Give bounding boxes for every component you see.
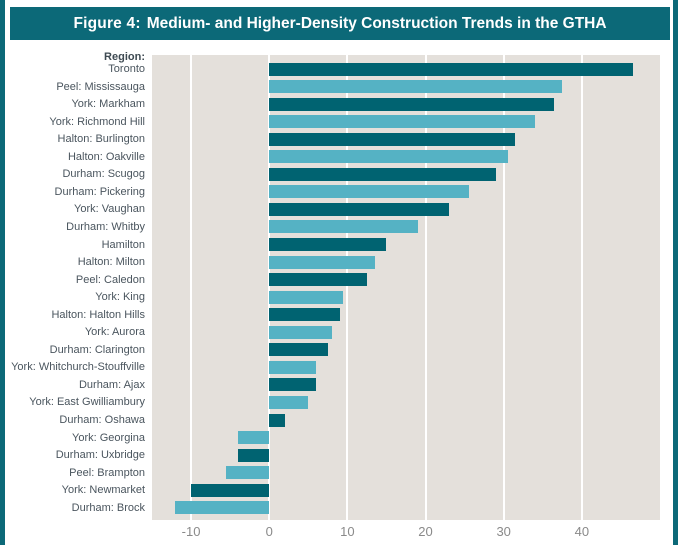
category-label: Halton: Halton Hills bbox=[51, 308, 145, 321]
category-label: Durham: Brock bbox=[71, 501, 145, 514]
category-label: Peel: Caledon bbox=[75, 273, 145, 286]
bar-york-whitchurch-stouffville bbox=[269, 360, 317, 374]
category-label: Durham: Scugog bbox=[62, 168, 145, 181]
category-label: Durham: Whitby bbox=[66, 220, 145, 233]
category-label: Halton: Milton bbox=[77, 256, 145, 269]
bar-halton-burlington bbox=[269, 132, 516, 146]
gridline-10 bbox=[346, 55, 349, 520]
figure-right-border bbox=[673, 0, 678, 545]
bar-durham-clarington bbox=[269, 343, 328, 357]
category-label: Durham: Pickering bbox=[54, 185, 145, 198]
bar-york-vaughan bbox=[269, 202, 449, 216]
bar-york-aurora bbox=[269, 325, 332, 339]
x-tick-label: 20 bbox=[418, 524, 433, 539]
bar-york-newmarket bbox=[191, 483, 270, 497]
category-label: York: Whitchurch-Stouffville bbox=[11, 361, 145, 374]
bar-york-georgina bbox=[237, 431, 270, 445]
x-tick-label: -10 bbox=[181, 524, 201, 539]
category-label: Durham: Clarington bbox=[49, 343, 145, 356]
gridline-40 bbox=[580, 55, 583, 520]
bar-halton-milton bbox=[269, 255, 375, 269]
category-label: Halton: Oakville bbox=[67, 150, 145, 163]
region-axis-header: Region: bbox=[104, 51, 145, 63]
gridline-0 bbox=[268, 55, 271, 520]
category-label: York: Markham bbox=[71, 98, 145, 111]
bar-peel-mississauga bbox=[269, 80, 563, 94]
figure-header: Figure 4: Medium- and Higher-Density Con… bbox=[10, 7, 670, 40]
bar-durham-brock bbox=[175, 501, 270, 515]
figure-number: Figure 4: bbox=[73, 14, 141, 32]
bar-peel-caledon bbox=[269, 273, 367, 287]
bar-durham-whitby bbox=[269, 220, 418, 234]
plot-area bbox=[152, 55, 660, 520]
bar-york-markham bbox=[269, 97, 555, 111]
x-tick-label: 40 bbox=[574, 524, 590, 539]
x-tick-label: 0 bbox=[265, 524, 273, 539]
figure-title: Medium- and Higher-Density Construction … bbox=[146, 14, 607, 32]
bar-durham-uxbridge bbox=[237, 448, 270, 462]
bar-york-east-gwilliambury bbox=[269, 395, 309, 409]
category-label: Peel: Mississauga bbox=[56, 80, 145, 93]
category-label: York: Newmarket bbox=[61, 484, 145, 497]
bar-halton-halton-hills bbox=[269, 308, 340, 322]
category-label: Halton: Burlington bbox=[57, 133, 145, 146]
bar-hamilton bbox=[269, 238, 387, 251]
bar-halton-oakville bbox=[269, 150, 508, 164]
category-label: Durham: Oshawa bbox=[59, 414, 145, 426]
category-label: Durham: Uxbridge bbox=[55, 449, 145, 462]
bar-york-richmond-hill bbox=[269, 115, 535, 129]
category-label: York: Aurora bbox=[84, 326, 145, 339]
gridline-30 bbox=[502, 55, 505, 520]
gridline-20 bbox=[424, 55, 427, 520]
bar-durham-oshawa bbox=[269, 413, 285, 427]
bar-york-king bbox=[269, 290, 344, 304]
bar-toronto bbox=[269, 62, 633, 76]
x-tick-label: 30 bbox=[496, 524, 511, 539]
category-label: Peel: Brampton bbox=[69, 466, 145, 479]
x-tick-label: 10 bbox=[340, 524, 355, 539]
bar-durham-pickering bbox=[269, 185, 469, 199]
category-label: Hamilton bbox=[101, 238, 145, 251]
bar-durham-ajax bbox=[269, 378, 317, 392]
category-label: York: Richmond Hill bbox=[49, 115, 145, 128]
category-label: York: King bbox=[95, 291, 145, 304]
figure-left-border bbox=[0, 0, 5, 545]
bar-durham-scugog bbox=[269, 167, 496, 181]
bar-peel-brampton bbox=[226, 466, 270, 480]
category-label: Toronto bbox=[108, 63, 145, 75]
category-label: York: East Gwilliambury bbox=[29, 396, 145, 409]
category-label: Durham: Ajax bbox=[78, 378, 145, 391]
category-label: York: Vaughan bbox=[74, 203, 145, 216]
gridline--10 bbox=[190, 55, 193, 520]
category-label: York: Georgina bbox=[72, 431, 145, 444]
